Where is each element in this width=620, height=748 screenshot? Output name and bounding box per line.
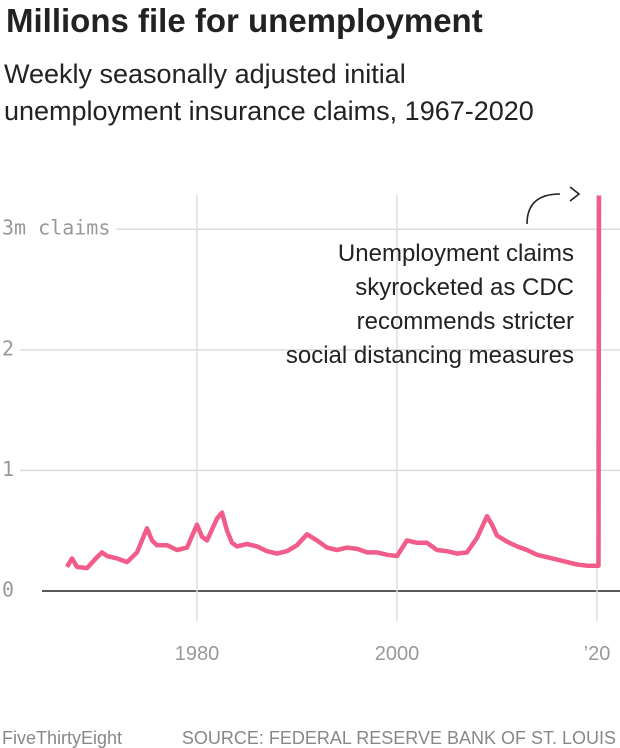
x-tick-label: 1980 — [175, 643, 220, 665]
annotation: social distancing measures — [286, 342, 574, 369]
annotation: Unemployment claims — [338, 240, 574, 267]
chart-title: Millions file for unemployment — [6, 2, 483, 39]
y-tick-label: 2 — [2, 336, 14, 360]
data-line — [65, 195, 602, 571]
annotation-arrowhead — [569, 186, 581, 202]
chart-subtitle: Weekly seasonally adjusted initial unemp… — [4, 59, 534, 126]
credit: FiveThirtyEight — [2, 728, 122, 748]
y-tick-label: 3m claims — [2, 216, 110, 240]
x-tick-label: 2000 — [375, 643, 420, 665]
source: SOURCE: FEDERAL RESERVE BANK OF ST. LOUI… — [182, 728, 616, 748]
y-tick-label: 1 — [2, 457, 14, 481]
annotation: recommends stricter — [357, 308, 574, 335]
x-tick-label: ’20 — [584, 643, 611, 665]
annotation: skyrocketed as CDC — [355, 274, 574, 301]
annotation-arrow — [526, 193, 561, 225]
y-tick-label: 0 — [2, 578, 14, 602]
